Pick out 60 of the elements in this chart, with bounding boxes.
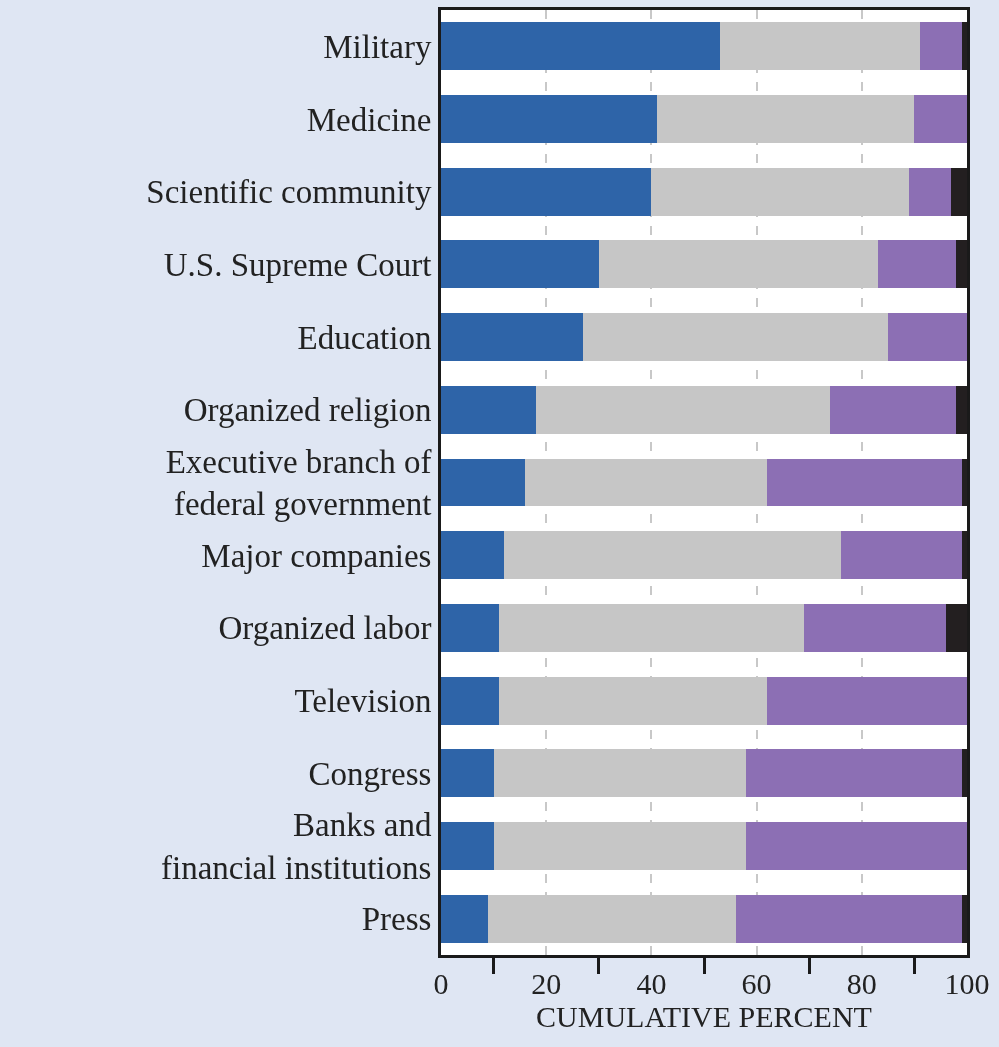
bar xyxy=(498,603,804,652)
x-tick-label: 100 xyxy=(944,967,990,1000)
bar xyxy=(441,749,494,798)
bar xyxy=(877,240,957,289)
y-tick-label: Scientific community xyxy=(146,174,432,211)
bar xyxy=(888,313,967,362)
bar xyxy=(441,313,584,362)
bar xyxy=(535,385,831,434)
bar xyxy=(746,821,967,870)
x-tick-label: 80 xyxy=(846,967,877,1000)
y-tick-label: Congress xyxy=(308,755,432,792)
bar xyxy=(945,603,967,652)
bar xyxy=(909,167,952,216)
bar xyxy=(961,894,967,943)
bar xyxy=(956,385,967,434)
bar xyxy=(583,313,889,362)
bar xyxy=(961,749,967,798)
y-tick-label: Medicine xyxy=(306,101,432,138)
bar xyxy=(914,95,967,144)
y-tick-label: Education xyxy=(297,319,432,356)
bar xyxy=(961,458,967,507)
bar xyxy=(746,749,962,798)
bar xyxy=(441,531,505,580)
x-tick-label: 0 xyxy=(433,967,449,1000)
y-tick-label: Executive branch of federal government xyxy=(165,443,432,523)
bar xyxy=(441,240,599,289)
bar xyxy=(441,821,494,870)
y-tick-label: Television xyxy=(294,683,432,720)
bar xyxy=(441,385,536,434)
x-axis-title: CUMULATIVE PERCENT xyxy=(536,1000,872,1033)
y-tick-label: Organized labor xyxy=(218,610,432,647)
bar xyxy=(803,603,946,652)
y-tick-label: Banks and financial institutions xyxy=(161,807,432,886)
bar xyxy=(441,603,499,652)
bar xyxy=(441,167,652,216)
bar xyxy=(767,458,962,507)
bar xyxy=(956,240,967,289)
bar xyxy=(735,894,962,943)
bar xyxy=(504,531,841,580)
y-tick-label: Major companies xyxy=(201,537,432,574)
bar xyxy=(441,676,499,725)
bar xyxy=(961,22,967,71)
bar xyxy=(441,458,526,507)
bar xyxy=(441,894,489,943)
bar xyxy=(951,167,967,216)
x-tick-label: 20 xyxy=(531,967,562,1000)
x-tick-label: 60 xyxy=(741,967,772,1000)
x-tick-label: 40 xyxy=(636,967,667,1000)
bar xyxy=(961,531,967,580)
bar xyxy=(441,22,720,71)
y-tick-label: Press xyxy=(361,901,432,938)
bar xyxy=(441,95,657,144)
bar xyxy=(840,531,962,580)
y-tick-label: U.S. Supreme Court xyxy=(163,246,432,283)
bar xyxy=(919,22,962,71)
bar xyxy=(767,676,967,725)
bar xyxy=(830,385,957,434)
y-tick-label: Military xyxy=(323,28,432,65)
y-tick-label: Organized religion xyxy=(183,392,432,429)
bar xyxy=(525,458,768,507)
